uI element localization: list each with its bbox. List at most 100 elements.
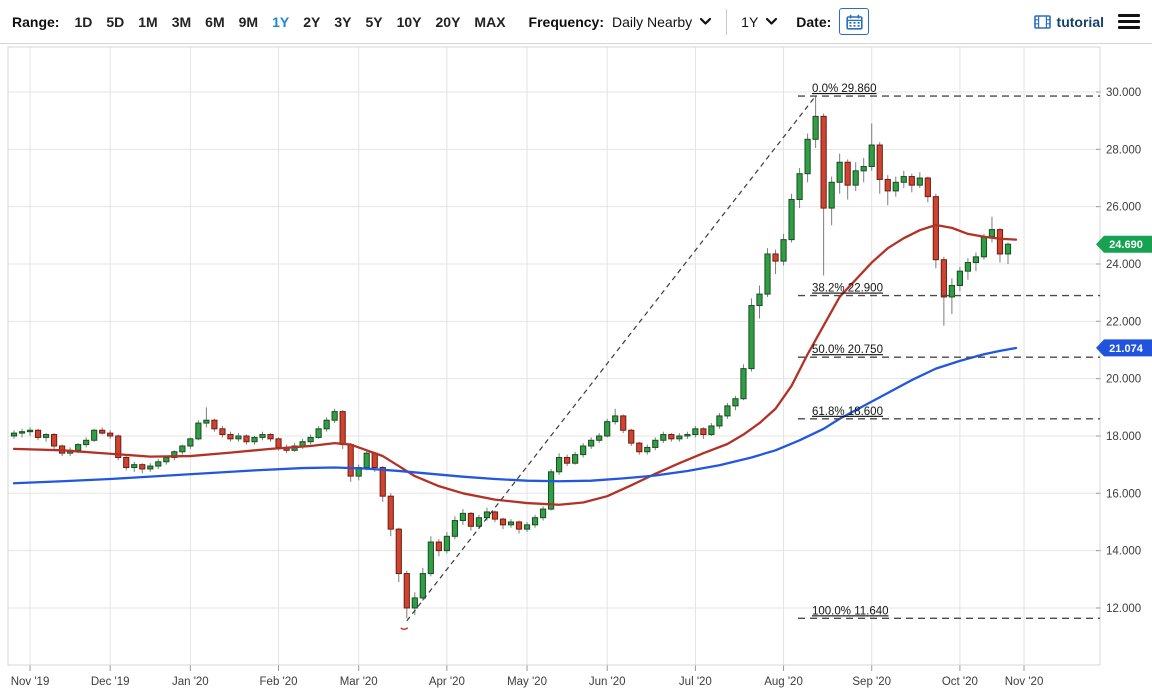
calendar-button[interactable] — [839, 8, 870, 35]
frequency-label: Frequency: — [528, 13, 605, 30]
candle-up — [555, 456, 563, 473]
candle-down — [115, 435, 122, 458]
candle-down — [347, 444, 354, 477]
range-option-20y[interactable]: 20Y — [435, 13, 461, 30]
candle-up — [259, 434, 266, 438]
candle-down — [924, 177, 931, 198]
range-selector: 1D 5D 1M 3M 6M 9M 1Y 2Y 3Y 5Y 10Y 20Y MAX — [67, 14, 512, 30]
candle-up — [660, 434, 667, 441]
candle-down — [50, 434, 58, 447]
tutorial-link[interactable]: tutorial — [1033, 13, 1104, 30]
candle-up — [547, 471, 555, 510]
y-axis-label: 12.000 — [1106, 603, 1141, 615]
candle-up — [203, 419, 210, 424]
candle-down — [884, 178, 891, 192]
x-axis-label: Jun '20 — [589, 676, 626, 688]
hamburger-menu-icon[interactable] — [1118, 13, 1140, 30]
candle-up — [612, 415, 619, 423]
range-option-6m[interactable]: 6M — [205, 13, 225, 30]
candle-down — [636, 442, 643, 453]
candle-down — [876, 144, 883, 180]
range-option-1d[interactable]: 1D — [74, 13, 93, 30]
candle-up — [764, 253, 771, 295]
range-option-9m[interactable]: 9M — [238, 13, 259, 30]
candle-up — [18, 431, 26, 434]
grid-layer — [8, 47, 1100, 665]
fib-label: 0.0% 29.860 — [812, 83, 877, 95]
candle-down — [820, 115, 827, 209]
candle-up — [836, 161, 843, 183]
candle-down — [387, 495, 394, 530]
y-axis-label: 30.000 — [1106, 87, 1141, 99]
candle-up — [443, 535, 450, 552]
range-option-3m[interactable]: 3M — [171, 13, 192, 30]
candle-up — [459, 512, 467, 522]
frequency-group: Frequency: Daily Nearby — [529, 14, 713, 30]
y-axis-label: 16.000 — [1106, 488, 1141, 500]
candle-down — [435, 541, 442, 552]
candle-up — [315, 428, 322, 438]
period-dropdown[interactable]: 1Y — [741, 14, 778, 30]
candle-up — [748, 305, 755, 370]
candle-up — [475, 517, 483, 527]
candle-up — [788, 198, 795, 241]
candle-down — [772, 253, 779, 262]
candle-up — [724, 405, 731, 417]
candle-up — [572, 454, 579, 464]
candle-up — [10, 432, 18, 437]
x-axis-label: Jan '20 — [172, 676, 209, 688]
candle-up — [1004, 243, 1012, 255]
fib-label: 50.0% 20.750 — [812, 344, 883, 356]
range-option-1m[interactable]: 1M — [138, 13, 158, 30]
chart-toolbar: Range: 1D 5D 1M 3M 6M 9M 1Y 2Y 3Y 5Y 10Y 20Y MAX Fre… — [0, 0, 1152, 44]
range-option-5y[interactable]: 5Y — [365, 13, 383, 30]
range-label: Range: — [12, 13, 60, 30]
candle-up — [804, 138, 811, 175]
candle-down — [403, 573, 410, 609]
candle-up — [652, 439, 659, 448]
frequency-dropdown[interactable]: Daily Nearby — [612, 14, 712, 30]
period-value: 1Y — [741, 13, 759, 30]
candle-up — [740, 368, 747, 400]
last-price-badge-label: 24.690 — [1109, 239, 1143, 251]
axis-layer: 30.000 28.000 26.000 24.000 22.000 20.000 18.0… — [11, 87, 1141, 688]
candle-up — [251, 436, 258, 443]
x-axis-label: Mar '20 — [340, 676, 378, 688]
candle-down — [211, 419, 218, 430]
candle-up — [812, 115, 819, 140]
range-option-2y[interactable]: 2Y — [303, 13, 321, 30]
candle-up — [363, 452, 370, 469]
candle-up — [756, 293, 763, 307]
film-icon — [1033, 14, 1051, 29]
frequency-value: Daily Nearby — [612, 13, 693, 30]
candle-down — [467, 512, 475, 527]
candle-down — [996, 229, 1004, 255]
candle-down — [564, 456, 571, 464]
candle-up — [892, 181, 899, 192]
candle-up — [419, 573, 426, 599]
candle-down — [339, 411, 346, 446]
candle-up — [539, 508, 547, 519]
range-option-5d[interactable]: 5D — [106, 13, 125, 30]
candle-down — [99, 429, 106, 434]
candle-down — [515, 521, 523, 530]
candle-down — [219, 428, 226, 436]
candle-up — [716, 415, 723, 427]
y-axis-label: 24.000 — [1106, 259, 1141, 271]
range-option-max[interactable]: MAX — [474, 13, 506, 30]
range-option-1y[interactable]: 1Y — [272, 13, 290, 30]
tutorial-label: tutorial — [1056, 13, 1104, 30]
candle-down — [395, 528, 402, 575]
price-chart[interactable]: 30.000 28.000 26.000 24.000 22.000 20.000 18.0… — [0, 44, 1152, 699]
candle-down — [668, 434, 675, 440]
range-option-10y[interactable]: 10Y — [396, 13, 422, 30]
x-axis-label: Nov '20 — [1005, 676, 1044, 688]
candle-down — [620, 415, 627, 431]
candle-down — [371, 452, 378, 469]
candle-down — [267, 434, 274, 440]
date-label: Date: — [796, 13, 832, 30]
range-option-3y[interactable]: 3Y — [334, 13, 352, 30]
candles-group — [10, 96, 1012, 619]
candle-up — [75, 444, 82, 451]
candle-up — [956, 270, 963, 286]
